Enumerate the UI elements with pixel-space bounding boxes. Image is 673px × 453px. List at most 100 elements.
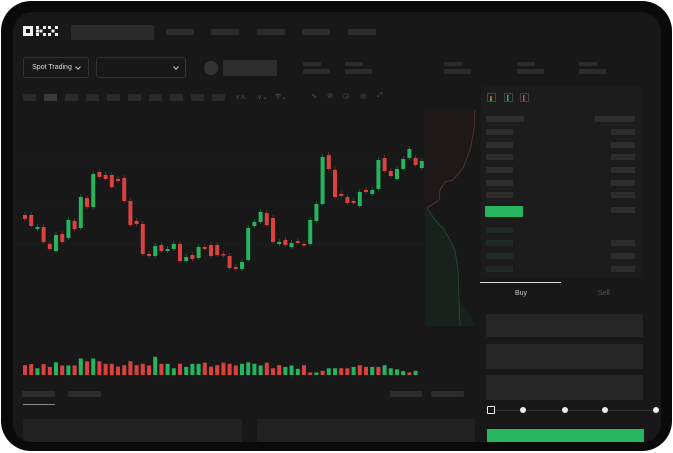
candle[interactable] bbox=[215, 245, 220, 255]
camera-icon[interactable]: ◶ bbox=[343, 93, 350, 100]
slider-step[interactable] bbox=[562, 407, 568, 413]
timeframe-button[interactable] bbox=[86, 94, 99, 101]
orderbook-both-icon[interactable] bbox=[487, 93, 496, 102]
candle[interactable] bbox=[419, 161, 424, 168]
candle[interactable] bbox=[246, 228, 251, 260]
nav-item[interactable] bbox=[302, 29, 330, 35]
candle[interactable] bbox=[97, 172, 102, 177]
candle[interactable] bbox=[308, 220, 313, 244]
tab-order-history[interactable] bbox=[68, 391, 101, 397]
candle[interactable] bbox=[370, 190, 375, 194]
candle[interactable] bbox=[78, 197, 83, 228]
candle[interactable] bbox=[47, 244, 52, 249]
candle[interactable] bbox=[320, 157, 325, 204]
candle[interactable] bbox=[357, 192, 362, 206]
candle[interactable] bbox=[60, 234, 65, 242]
candle[interactable] bbox=[395, 169, 399, 179]
candle[interactable] bbox=[35, 227, 40, 229]
candle[interactable] bbox=[85, 198, 89, 207]
candle[interactable] bbox=[227, 256, 232, 268]
amount-input[interactable] bbox=[486, 344, 643, 369]
settings-icon[interactable]: ◎ bbox=[360, 93, 367, 100]
candle[interactable] bbox=[23, 215, 27, 219]
fullscreen-icon[interactable]: ⤢ bbox=[377, 92, 383, 99]
bid-price[interactable] bbox=[486, 266, 513, 272]
nav-item[interactable] bbox=[166, 29, 194, 35]
candle[interactable] bbox=[388, 171, 393, 176]
bid-price[interactable] bbox=[486, 240, 513, 246]
search-bar[interactable] bbox=[71, 25, 154, 40]
orderbook-asks-icon[interactable] bbox=[520, 93, 529, 102]
candle[interactable] bbox=[326, 155, 331, 169]
candle[interactable] bbox=[122, 178, 127, 201]
candle[interactable] bbox=[277, 242, 282, 244]
timeframe-button[interactable] bbox=[191, 94, 204, 101]
candle[interactable] bbox=[159, 245, 164, 251]
amount-slider-track[interactable] bbox=[491, 410, 659, 411]
candle[interactable] bbox=[202, 247, 207, 249]
tab-sell[interactable]: Sell bbox=[598, 290, 610, 297]
candle-type-icon[interactable]: ⋎⌄ bbox=[257, 94, 268, 101]
candle[interactable] bbox=[302, 244, 306, 246]
candle[interactable] bbox=[147, 254, 151, 256]
candle[interactable] bbox=[190, 255, 195, 259]
candle[interactable] bbox=[153, 246, 158, 256]
ask-price[interactable] bbox=[486, 142, 513, 148]
candle[interactable] bbox=[382, 158, 387, 171]
candle[interactable] bbox=[196, 247, 201, 258]
slider-step[interactable] bbox=[487, 406, 495, 414]
ask-price[interactable] bbox=[486, 129, 513, 135]
ask-price[interactable] bbox=[486, 192, 513, 198]
cancel-all-button[interactable] bbox=[431, 391, 464, 397]
nav-item[interactable] bbox=[211, 29, 239, 35]
candle[interactable] bbox=[103, 175, 108, 179]
ruler-icon[interactable]: ⊘ bbox=[327, 93, 333, 100]
last-price-button[interactable] bbox=[485, 206, 523, 217]
ask-price[interactable] bbox=[486, 154, 513, 160]
bid-price[interactable] bbox=[486, 253, 513, 259]
candle[interactable] bbox=[178, 244, 182, 261]
candle[interactable] bbox=[134, 221, 139, 224]
candle[interactable] bbox=[289, 243, 294, 247]
candle[interactable] bbox=[314, 204, 319, 221]
candle[interactable] bbox=[140, 224, 145, 254]
candle[interactable] bbox=[283, 240, 288, 245]
candle[interactable] bbox=[401, 159, 406, 169]
line-tool-icon[interactable]: ⋎⋏ bbox=[235, 94, 246, 101]
timeframe-button[interactable] bbox=[23, 94, 36, 101]
spot-trading-dropdown[interactable]: Spot Trading bbox=[23, 57, 89, 78]
candle[interactable] bbox=[295, 241, 300, 243]
orderbook-bids-icon[interactable] bbox=[504, 93, 513, 102]
candle[interactable] bbox=[184, 257, 189, 261]
candle[interactable] bbox=[72, 221, 77, 229]
candle[interactable] bbox=[29, 215, 34, 226]
candle[interactable] bbox=[364, 190, 368, 192]
tab-buy[interactable]: Buy bbox=[515, 290, 528, 297]
nav-item[interactable] bbox=[348, 29, 376, 35]
timeframe-button[interactable] bbox=[128, 94, 141, 101]
slider-step[interactable] bbox=[602, 407, 608, 413]
filter-button[interactable] bbox=[390, 391, 422, 397]
candle[interactable] bbox=[351, 201, 356, 203]
timeframe-button[interactable] bbox=[65, 94, 78, 101]
timeframe-button[interactable] bbox=[170, 94, 183, 101]
indicator-icon[interactable]: Ͳ⌄ bbox=[275, 94, 287, 101]
price-input[interactable] bbox=[486, 314, 643, 337]
candle[interactable] bbox=[128, 201, 133, 225]
candle[interactable] bbox=[345, 197, 350, 203]
slider-step[interactable] bbox=[520, 407, 526, 413]
timeframe-button[interactable] bbox=[44, 94, 57, 101]
candle[interactable] bbox=[264, 213, 269, 225]
candle[interactable] bbox=[271, 218, 275, 242]
candle[interactable] bbox=[116, 179, 120, 181]
nav-item[interactable] bbox=[257, 29, 285, 35]
timeframe-button[interactable] bbox=[107, 94, 120, 101]
candle[interactable] bbox=[252, 222, 257, 226]
okx-logo[interactable] bbox=[23, 26, 59, 36]
pair-dropdown[interactable] bbox=[96, 57, 186, 78]
candle[interactable] bbox=[209, 245, 213, 256]
candle[interactable] bbox=[109, 175, 114, 187]
ask-price[interactable] bbox=[486, 116, 524, 122]
tab-open-orders[interactable] bbox=[22, 391, 55, 397]
candle[interactable] bbox=[165, 249, 170, 251]
